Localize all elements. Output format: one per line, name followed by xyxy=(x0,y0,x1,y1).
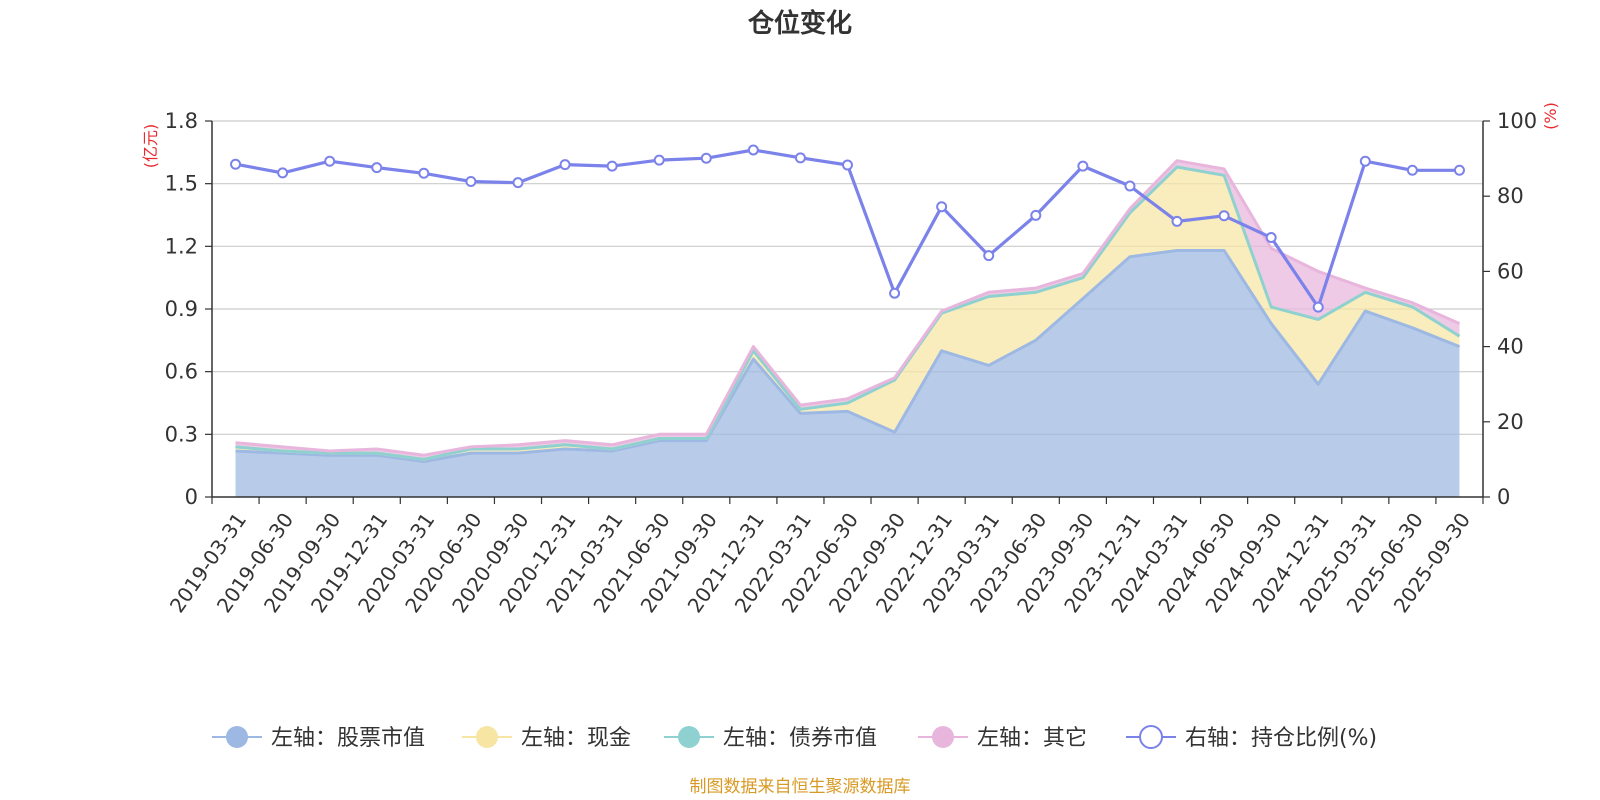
right-axis-unit: (%) xyxy=(1541,102,1560,130)
area-edge-3 xyxy=(235,159,1461,457)
right-tick-label: 60 xyxy=(1497,259,1524,283)
legend-item-0[interactable]: 左轴：股票市值 xyxy=(212,726,425,751)
left-tick-label: 0.9 xyxy=(165,297,198,321)
ratio-point xyxy=(747,144,759,156)
ratio-point xyxy=(559,159,571,171)
ratio-point xyxy=(1077,160,1089,172)
legend-marker xyxy=(1139,725,1163,749)
legend-item-3[interactable]: 左轴：其它 xyxy=(918,726,1087,751)
ratio-point xyxy=(1406,164,1418,176)
left-tick-label: 0.6 xyxy=(165,360,198,384)
area-edge-2 xyxy=(235,165,1461,461)
ratio-point xyxy=(606,160,618,172)
legend-item-4[interactable]: 右轴：持仓比例(%) xyxy=(1126,725,1377,751)
ratio-point xyxy=(1218,210,1230,222)
chart-title: 仓位变化 xyxy=(747,8,852,39)
right-tick-label: 0 xyxy=(1497,485,1510,509)
ratio-point xyxy=(842,159,853,171)
ratio-point xyxy=(794,152,806,164)
left-tick-label: 1.2 xyxy=(165,234,198,258)
ratio-point xyxy=(1124,180,1136,192)
ratio-point xyxy=(936,201,948,213)
ratio-point xyxy=(653,154,665,166)
ratio-point xyxy=(230,158,242,170)
ratio-point xyxy=(418,167,430,179)
position-ratio-line xyxy=(230,144,1465,313)
ratio-point xyxy=(512,177,524,189)
source-note: 制图数据来自恒生聚源数据库 xyxy=(690,777,911,797)
right-tick-label: 100 xyxy=(1497,109,1537,133)
left-tick-label: 1.5 xyxy=(165,172,198,196)
left-tick-label: 0 xyxy=(185,485,198,509)
ratio-point xyxy=(1359,155,1371,167)
ratio-point xyxy=(983,250,995,262)
ratio-point xyxy=(371,162,383,174)
ratio-point xyxy=(1453,164,1465,176)
legend-marker xyxy=(932,726,954,748)
area-series-0 xyxy=(235,250,1460,497)
legend[interactable]: 左轴：股票市值 左轴：现金 左轴：债券市值 左轴：其它 右轴：持仓比例(%) xyxy=(212,725,1377,751)
legend-marker xyxy=(678,726,700,748)
legend-label: 右轴：持仓比例(%) xyxy=(1185,726,1377,751)
right-tick-label: 40 xyxy=(1497,335,1524,359)
left-tick-label: 0.3 xyxy=(165,422,198,446)
area-series-1 xyxy=(235,167,1460,462)
ratio-point xyxy=(1265,232,1277,244)
legend-marker xyxy=(226,726,248,748)
area-edge-0 xyxy=(235,249,1461,463)
ratio-point xyxy=(324,155,336,167)
ratio-point xyxy=(277,167,289,179)
right-tick-label: 80 xyxy=(1497,184,1524,208)
legend-item-1[interactable]: 左轴：现金 xyxy=(462,726,631,751)
legend-item-2[interactable]: 左轴：债券市值 xyxy=(664,726,877,751)
ratio-point xyxy=(1030,209,1042,221)
ratio-point xyxy=(1171,215,1183,227)
legend-label: 左轴：其它 xyxy=(977,726,1087,751)
ratio-point xyxy=(1312,301,1324,313)
legend-label: 左轴：现金 xyxy=(521,726,631,751)
left-axis-unit: (亿元) xyxy=(141,124,160,169)
ratio-point xyxy=(889,287,901,299)
stacked-areas xyxy=(235,159,1461,497)
left-tick-label: 1.8 xyxy=(165,109,198,133)
right-tick-label: 20 xyxy=(1497,410,1524,434)
ratio-point xyxy=(465,176,477,188)
legend-label: 左轴：债券市值 xyxy=(723,726,877,751)
legend-marker xyxy=(476,726,498,748)
legend-label: 左轴：股票市值 xyxy=(271,726,425,751)
ratio-point xyxy=(700,152,712,164)
